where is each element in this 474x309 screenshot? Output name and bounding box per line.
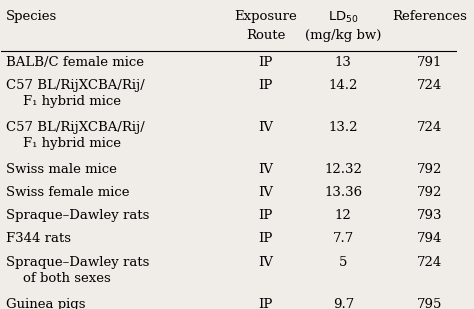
Text: Exposure: Exposure — [234, 10, 297, 23]
Text: 13.36: 13.36 — [324, 186, 362, 199]
Text: 12.32: 12.32 — [324, 163, 362, 176]
Text: Swiss male mice: Swiss male mice — [6, 163, 117, 176]
Text: 5: 5 — [339, 256, 347, 269]
Text: BALB/C female mice: BALB/C female mice — [6, 56, 144, 69]
Text: 794: 794 — [417, 232, 443, 245]
Text: 14.2: 14.2 — [328, 79, 358, 92]
Text: 13.2: 13.2 — [328, 121, 358, 134]
Text: 724: 724 — [417, 121, 443, 134]
Text: $\mathrm{LD_{50}}$: $\mathrm{LD_{50}}$ — [328, 10, 359, 25]
Text: 9.7: 9.7 — [333, 298, 354, 309]
Text: IP: IP — [259, 232, 273, 245]
Text: 13: 13 — [335, 56, 352, 69]
Text: 793: 793 — [417, 210, 443, 222]
Text: IV: IV — [258, 121, 273, 134]
Text: Guinea pigs: Guinea pigs — [6, 298, 85, 309]
Text: Species: Species — [6, 10, 57, 23]
Text: IV: IV — [258, 186, 273, 199]
Text: IP: IP — [259, 298, 273, 309]
Text: 791: 791 — [417, 56, 443, 69]
Text: References: References — [392, 10, 467, 23]
Text: 795: 795 — [417, 298, 443, 309]
Text: 7.7: 7.7 — [333, 232, 354, 245]
Text: C57 BL/RijXCBA/Rij/
    F₁ hybrid mice: C57 BL/RijXCBA/Rij/ F₁ hybrid mice — [6, 121, 145, 150]
Text: 792: 792 — [417, 163, 443, 176]
Text: IP: IP — [259, 79, 273, 92]
Text: 724: 724 — [417, 256, 443, 269]
Text: Route: Route — [246, 29, 285, 42]
Text: C57 BL/RijXCBA/Rij/
    F₁ hybrid mice: C57 BL/RijXCBA/Rij/ F₁ hybrid mice — [6, 79, 145, 108]
Text: IV: IV — [258, 256, 273, 269]
Text: 792: 792 — [417, 186, 443, 199]
Text: IP: IP — [259, 210, 273, 222]
Text: Spraque–Dawley rats: Spraque–Dawley rats — [6, 210, 149, 222]
Text: 12: 12 — [335, 210, 352, 222]
Text: IV: IV — [258, 163, 273, 176]
Text: IP: IP — [259, 56, 273, 69]
Text: Spraque–Dawley rats
    of both sexes: Spraque–Dawley rats of both sexes — [6, 256, 149, 285]
Text: Swiss female mice: Swiss female mice — [6, 186, 129, 199]
Text: F344 rats: F344 rats — [6, 232, 71, 245]
Text: 724: 724 — [417, 79, 443, 92]
Text: (mg/kg bw): (mg/kg bw) — [305, 29, 382, 42]
